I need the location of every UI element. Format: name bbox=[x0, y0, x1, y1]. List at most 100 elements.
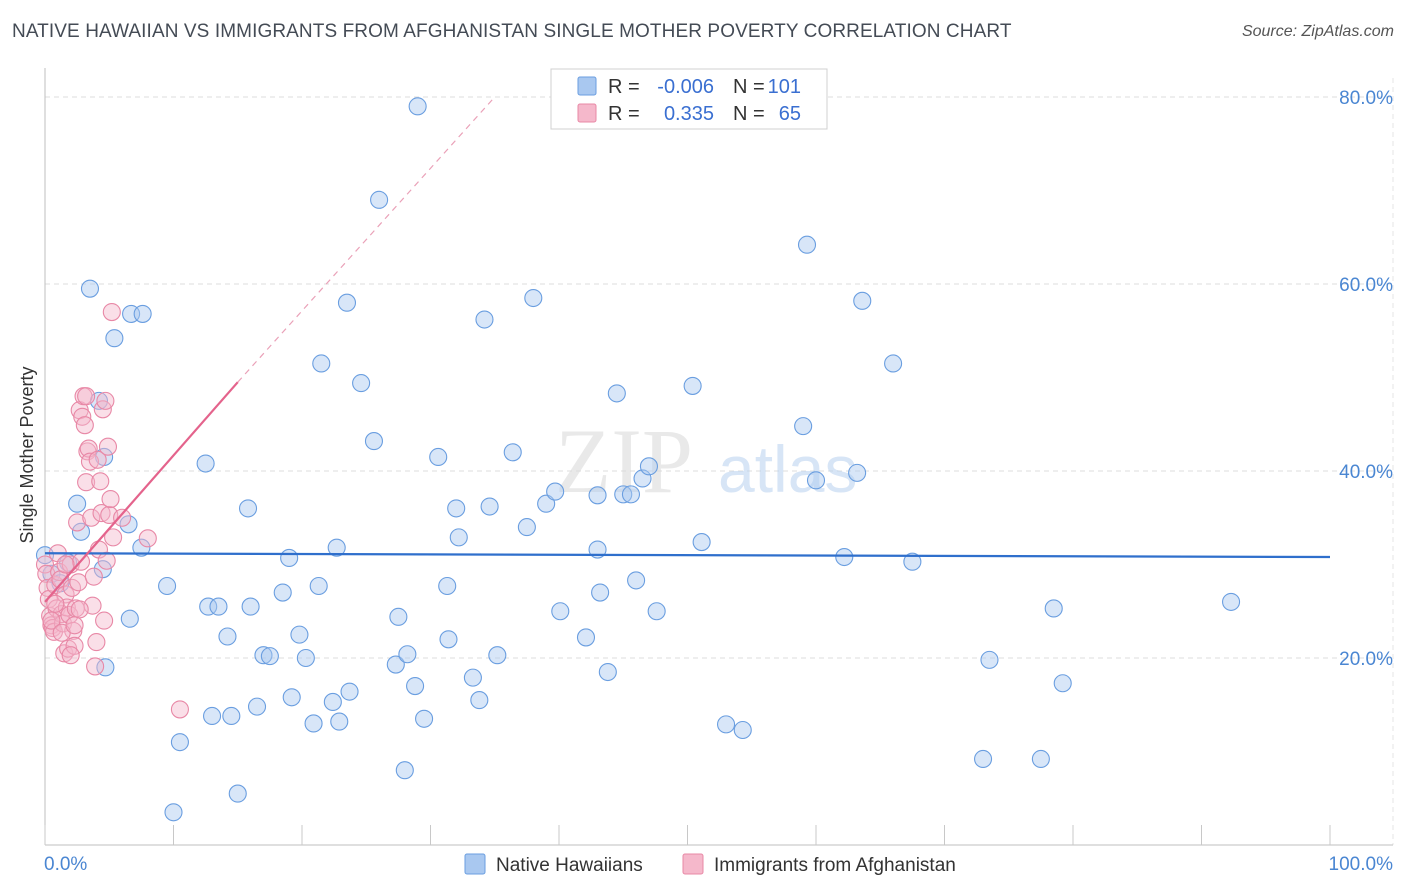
watermark-atlas: atlas bbox=[718, 432, 857, 506]
point-native-hawaiian-84 bbox=[716, 715, 736, 734]
bottom-legend-swatch-native-hawaiians bbox=[464, 853, 486, 875]
point-afghanistan-47 bbox=[96, 391, 115, 410]
point-afghanistan-32 bbox=[77, 473, 96, 492]
x-tick-label-0: 0.0% bbox=[44, 854, 87, 875]
point-native-hawaiian-99 bbox=[1222, 592, 1241, 611]
gridlines bbox=[45, 78, 1394, 845]
point-native-hawaiian-37 bbox=[304, 714, 323, 733]
point-native-hawaiian-67 bbox=[537, 494, 556, 513]
point-native-hawaiian-25 bbox=[222, 706, 241, 726]
point-native-hawaiian-62 bbox=[480, 497, 499, 516]
point-native-hawaiian-20 bbox=[196, 454, 215, 473]
point-native-hawaiian-6 bbox=[80, 279, 100, 298]
point-afghanistan-0 bbox=[35, 555, 55, 574]
trend-line-native-hawaiians bbox=[44, 552, 1331, 559]
point-native-hawaiian-57 bbox=[447, 499, 466, 518]
point-afghanistan-35 bbox=[80, 452, 100, 471]
point-native-hawaiian-66 bbox=[524, 288, 543, 308]
point-native-hawaiian-31 bbox=[260, 647, 279, 666]
point-native-hawaiian-48 bbox=[386, 655, 405, 674]
trend-line-afghanistan-extended bbox=[237, 96, 496, 383]
point-afghanistan-53 bbox=[104, 528, 123, 547]
point-afghanistan-48 bbox=[97, 551, 116, 570]
point-afghanistan-39 bbox=[86, 657, 105, 676]
point-afghanistan-54 bbox=[42, 611, 61, 630]
point-native-hawaiian-87 bbox=[797, 235, 817, 254]
point-native-hawaiian-32 bbox=[273, 583, 292, 602]
point-native-hawaiian-36 bbox=[296, 648, 315, 668]
point-native-hawaiian-71 bbox=[588, 486, 607, 505]
point-native-hawaiian-85 bbox=[733, 720, 752, 740]
point-native-hawaiian-28 bbox=[241, 597, 260, 616]
point-native-hawaiian-19 bbox=[170, 733, 189, 752]
point-native-hawaiian-49 bbox=[389, 607, 408, 626]
point-native-hawaiian-73 bbox=[591, 583, 610, 602]
point-afghanistan-26 bbox=[69, 573, 88, 592]
legend-n-value-1: 101 bbox=[768, 76, 801, 98]
point-native-hawaiian-15 bbox=[132, 538, 151, 557]
legend-n-value-2: 65 bbox=[779, 103, 801, 125]
point-afghanistan-31 bbox=[75, 416, 94, 435]
point-afghanistan-46 bbox=[95, 611, 114, 630]
point-afghanistan-61 bbox=[77, 387, 96, 406]
point-native-hawaiian-14 bbox=[119, 515, 138, 534]
point-native-hawaiian-18 bbox=[164, 803, 183, 822]
point-native-hawaiian-100 bbox=[408, 97, 427, 116]
point-afghanistan-64 bbox=[113, 508, 132, 527]
point-native-hawaiian-55 bbox=[439, 630, 458, 649]
point-native-hawaiian-88 bbox=[806, 471, 826, 490]
point-native-hawaiian-81 bbox=[647, 602, 666, 621]
point-native-hawaiian-41 bbox=[327, 538, 346, 557]
point-native-hawaiian-58 bbox=[449, 528, 468, 547]
point-native-hawaiian-94 bbox=[973, 749, 993, 769]
series-immigrants-afghanistan bbox=[35, 302, 189, 719]
point-native-hawaiian-52 bbox=[406, 676, 425, 696]
point-afghanistan-51 bbox=[101, 489, 120, 509]
point-native-hawaiian-38 bbox=[309, 576, 328, 596]
point-native-hawaiian-21 bbox=[199, 597, 218, 616]
y-axis-title: Single Mother Poverty bbox=[17, 366, 37, 543]
legend-r-label-1: R = bbox=[608, 76, 640, 98]
point-native-hawaiian-39 bbox=[312, 354, 331, 373]
point-afghanistan-57 bbox=[56, 555, 75, 574]
point-native-hawaiian-22 bbox=[203, 706, 222, 726]
point-native-hawaiian-96 bbox=[1031, 749, 1050, 769]
legend-r-value-1: -0.006 bbox=[657, 76, 714, 98]
point-native-hawaiian-23 bbox=[209, 597, 228, 616]
point-native-hawaiian-27 bbox=[238, 499, 258, 518]
point-afghanistan-60 bbox=[70, 600, 89, 619]
point-native-hawaiian-51 bbox=[398, 645, 417, 664]
point-afghanistan-16 bbox=[56, 585, 75, 604]
legend-n-label-2: N = bbox=[733, 103, 765, 125]
point-afghanistan-22 bbox=[64, 621, 83, 640]
chart-source: Source: ZipAtlas.com bbox=[1241, 23, 1394, 40]
point-native-hawaiian-10 bbox=[93, 560, 112, 579]
point-afghanistan-40 bbox=[87, 633, 106, 652]
point-native-hawaiian-59 bbox=[463, 668, 482, 687]
bottom-legend-label-native-hawaiians: Native Hawaiians bbox=[496, 855, 643, 876]
point-native-hawaiian-93 bbox=[903, 552, 922, 571]
point-native-hawaiian-90 bbox=[848, 463, 867, 482]
point-native-hawaiian-63 bbox=[488, 646, 507, 665]
point-native-hawaiian-78 bbox=[627, 571, 646, 590]
legend-r-label-2: R = bbox=[608, 103, 640, 125]
point-native-hawaiian-43 bbox=[337, 293, 357, 312]
y-tick-label-2: 60.0% bbox=[1339, 275, 1393, 296]
legend-r-value-2: 0.335 bbox=[664, 103, 714, 125]
point-afghanistan-25 bbox=[68, 513, 87, 532]
bottom-legend: Native Hawaiians Immigrants from Afghani… bbox=[464, 853, 956, 876]
point-native-hawaiian-74 bbox=[598, 662, 617, 682]
bottom-legend-swatch-afghanistan bbox=[682, 853, 704, 875]
y-tick-label-3: 80.0% bbox=[1339, 88, 1393, 109]
point-afghanistan-23 bbox=[65, 636, 84, 655]
point-native-hawaiian-60 bbox=[470, 691, 489, 710]
axes bbox=[44, 68, 1393, 846]
legend-swatch-native-hawaiians bbox=[577, 76, 597, 96]
tick-labels: 20.0% 40.0% 60.0% 80.0% 0.0% 100.0% bbox=[44, 88, 1393, 875]
point-afghanistan-49 bbox=[98, 437, 118, 456]
point-native-hawaiian-65 bbox=[517, 518, 536, 537]
point-native-hawaiian-46 bbox=[364, 432, 384, 451]
point-native-hawaiian-53 bbox=[415, 709, 434, 728]
point-native-hawaiian-33 bbox=[280, 548, 299, 568]
point-native-hawaiian-40 bbox=[323, 692, 342, 711]
